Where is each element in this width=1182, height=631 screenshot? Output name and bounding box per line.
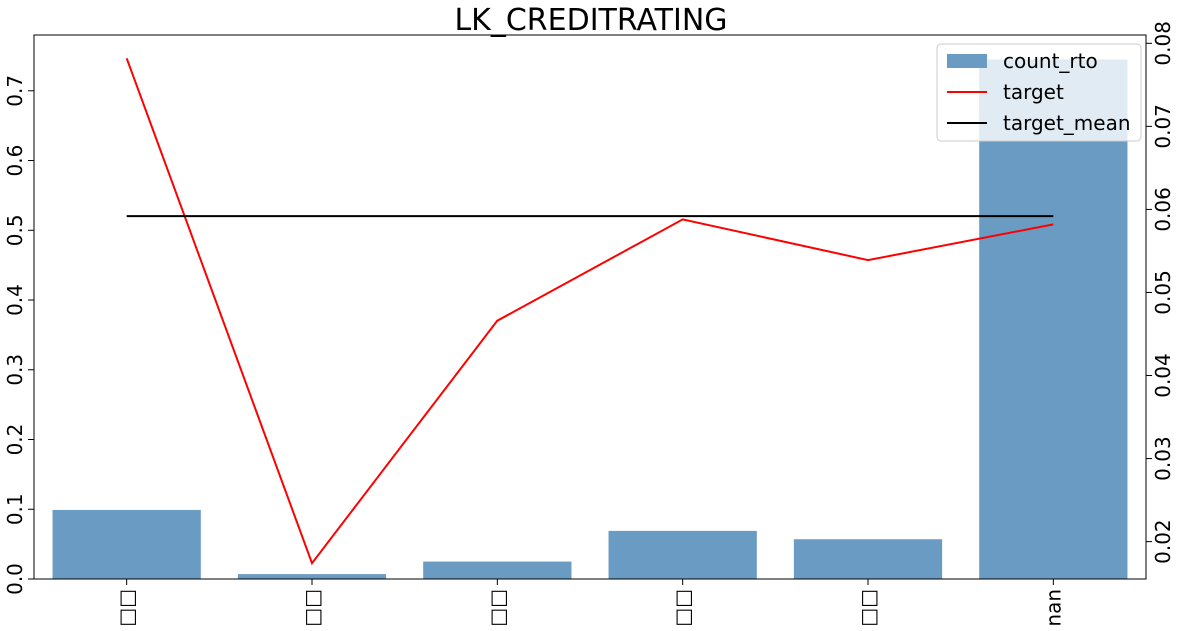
chart-title: LK_CREDITRATING [454,3,727,38]
bar-1 [237,574,387,579]
left-tick-label-3: 0.3 [3,354,27,386]
x-tick-label-5: nan [1041,589,1065,627]
right-tick-label-0: 0.02 [1151,519,1175,564]
plot-frame [33,34,1147,580]
bars-group [52,59,1128,579]
right-axis: 0.02 0.03 0.04 0.05 0.06 0.07 0.08 [1146,21,1175,564]
right-tick-label-1: 0.03 [1151,436,1175,481]
legend-label-target: target [1003,80,1064,104]
target-line [125,57,1054,566]
x-tick-label-0: □□ [115,589,139,627]
legend-swatch-count-rto [947,54,987,68]
right-tick-label-4: 0.06 [1151,187,1175,232]
left-tick-label-0: 0.0 [3,563,27,595]
bar-3 [608,530,757,579]
right-tick-label-5: 0.07 [1151,104,1175,149]
x-tick-label-1: □□ [300,589,324,627]
left-tick-label-6: 0.6 [3,145,27,177]
left-tick-label-2: 0.2 [3,424,27,456]
bar-0 [52,509,201,579]
left-tick-label-7: 0.7 [3,75,27,107]
right-tick-label-6: 0.08 [1151,21,1175,66]
bar-4 [793,539,943,579]
x-tick-label-3: □□ [671,589,695,627]
right-tick-label-3: 0.05 [1151,270,1175,315]
right-tick-label-2: 0.04 [1151,353,1175,398]
legend-box [936,43,1142,142]
left-axis: 0.0 0.1 0.2 0.3 0.4 0.5 0.6 0.7 [3,75,34,595]
legend-label-count-rto: count_rto [1003,49,1098,73]
left-tick-label-4: 0.4 [3,284,27,316]
x-tick-label-4: □□ [856,589,880,627]
lines-group [125,57,1054,566]
bar-5 [979,59,1128,579]
x-tick-label-2: □□ [485,589,509,627]
left-tick-label-5: 0.5 [3,214,27,246]
x-axis: □□ □□ □□ □□ □□ nan [115,579,1065,627]
bar-2 [423,561,572,579]
left-tick-label-1: 0.1 [3,493,27,525]
legend-label-target-mean: target_mean [1003,111,1131,135]
